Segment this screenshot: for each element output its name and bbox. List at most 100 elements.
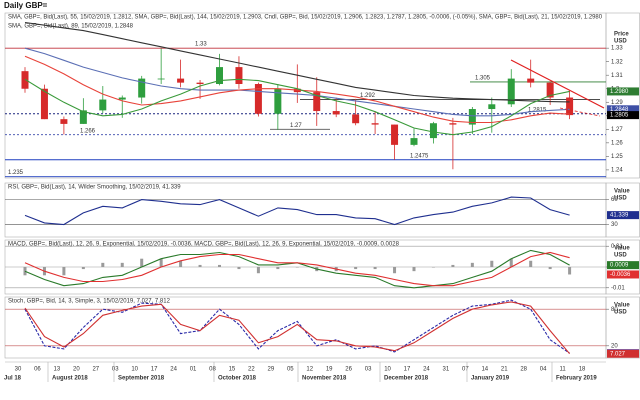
series-line <box>24 301 571 355</box>
x-tick-label: 18 <box>579 367 586 373</box>
price-flag-label: 1.2805 <box>610 113 629 119</box>
month-label: August 2018 <box>52 376 88 382</box>
chart-title: Daily GBP= <box>4 1 48 10</box>
series-line <box>24 251 570 287</box>
candle-body <box>40 88 48 120</box>
trend-line <box>559 107 601 117</box>
month-label: January 2019 <box>471 376 510 382</box>
candle-body <box>507 78 515 105</box>
axis-label: USD <box>614 310 627 316</box>
price-flag-label: 7.027 <box>610 351 626 357</box>
legend-text: SMA, GBP=, Bid(Last), 55, 15/02/2019, 1.… <box>8 15 603 21</box>
x-tick-label: 19 <box>326 367 333 373</box>
x-tick-label: 24 <box>423 367 430 373</box>
x-tick-label: 10 <box>384 367 391 373</box>
x-tick-label: 08 <box>209 367 216 373</box>
series-line <box>24 55 570 124</box>
series-line <box>24 78 570 136</box>
candle-body <box>527 78 535 83</box>
axis-label: USD <box>614 196 627 202</box>
x-tick-label: 12 <box>306 367 313 373</box>
legend-text: SMA, GBP=, Bid(Last), 89, 15/02/2019, 1.… <box>8 24 134 30</box>
candle-body <box>235 67 243 85</box>
level-label: 1.266 <box>80 128 96 134</box>
series-line <box>24 299 570 354</box>
price-flag <box>607 270 639 279</box>
candle-body <box>429 123 437 139</box>
histogram-bar <box>373 267 377 270</box>
legend-text: RSI, GBP=, Bid(Last), 14, Wilder Smoothi… <box>8 185 181 191</box>
x-tick-label: 24 <box>170 367 177 373</box>
price-flag-label: -0.0036 <box>610 272 631 278</box>
axis-label: Price <box>614 32 629 38</box>
histogram-bar <box>451 264 455 267</box>
price-flag-label: 0.0009 <box>610 263 629 269</box>
price-flag <box>607 349 639 358</box>
candle-body <box>566 97 574 116</box>
histogram-bar <box>354 267 358 270</box>
candle-body <box>546 82 554 98</box>
histogram-bar <box>568 267 572 275</box>
x-tick-label: 30 <box>15 367 22 373</box>
histogram-bar <box>237 267 241 270</box>
x-tick-label: 11 <box>559 367 566 373</box>
x-tick-label: 03 <box>365 367 372 373</box>
x-tick-label: 29 <box>268 367 275 373</box>
level-label: 1.305 <box>475 76 491 82</box>
y-tick-label: 1.27 <box>611 127 623 133</box>
x-tick-label: 20 <box>73 367 80 373</box>
histogram-bar <box>431 267 435 268</box>
level-label: 1.292 <box>360 93 376 99</box>
axis-label: Value <box>614 303 630 309</box>
candle-body <box>79 110 87 124</box>
x-tick-label: 10 <box>131 367 138 373</box>
histogram-bar <box>101 262 105 267</box>
legend-text: MACD, GBP=, Bid(Last), 12, 26, 9, Expone… <box>8 242 400 248</box>
y-tick-label: 1.25 <box>611 154 623 160</box>
x-tick-label: 17 <box>151 367 158 373</box>
histogram-bar <box>295 267 299 268</box>
y-tick-label: 80 <box>611 307 618 313</box>
candle-body <box>488 104 496 110</box>
axis-label: USD <box>614 39 627 45</box>
x-tick-label: 13 <box>54 367 61 373</box>
y-tick-label: 60 <box>611 197 618 203</box>
histogram-bar <box>140 258 144 267</box>
candle-body <box>157 78 165 80</box>
y-tick-label: 1.31 <box>611 73 623 79</box>
x-tick-label: 26 <box>345 367 352 373</box>
month-label: February 2019 <box>556 376 597 382</box>
histogram-bar <box>198 264 202 267</box>
histogram-bar <box>120 262 124 267</box>
x-tick-label: 06 <box>34 367 41 373</box>
price-flag <box>607 111 639 120</box>
x-tick-label: 21 <box>501 367 508 373</box>
series-line <box>24 47 570 117</box>
y-tick-label: 1.33 <box>611 46 623 52</box>
y-tick-label: 1.26 <box>611 140 623 146</box>
histogram-bar <box>393 267 397 274</box>
histogram-bar <box>256 267 260 274</box>
candle-body <box>274 88 282 114</box>
price-flag <box>607 211 639 220</box>
x-tick-label: 28 <box>520 367 527 373</box>
series-line <box>24 196 570 226</box>
candle-body <box>332 111 340 115</box>
x-tick-label: 15 <box>229 367 236 373</box>
y-tick-label: 1.29 <box>611 100 623 106</box>
histogram-bar <box>470 262 474 267</box>
price-flag-label: 1.2980 <box>610 89 629 95</box>
y-tick-label: -0.01 <box>611 285 625 291</box>
histogram-bar <box>159 258 163 267</box>
histogram-bar <box>548 267 552 270</box>
histogram-bar <box>218 264 221 267</box>
x-tick-label: 17 <box>404 367 411 373</box>
histogram-bar <box>490 260 494 267</box>
histogram-bar <box>529 260 533 267</box>
candle-body <box>468 109 476 125</box>
candle-body <box>177 78 185 83</box>
axis-label: USD <box>614 253 627 259</box>
histogram-bar <box>62 267 66 276</box>
